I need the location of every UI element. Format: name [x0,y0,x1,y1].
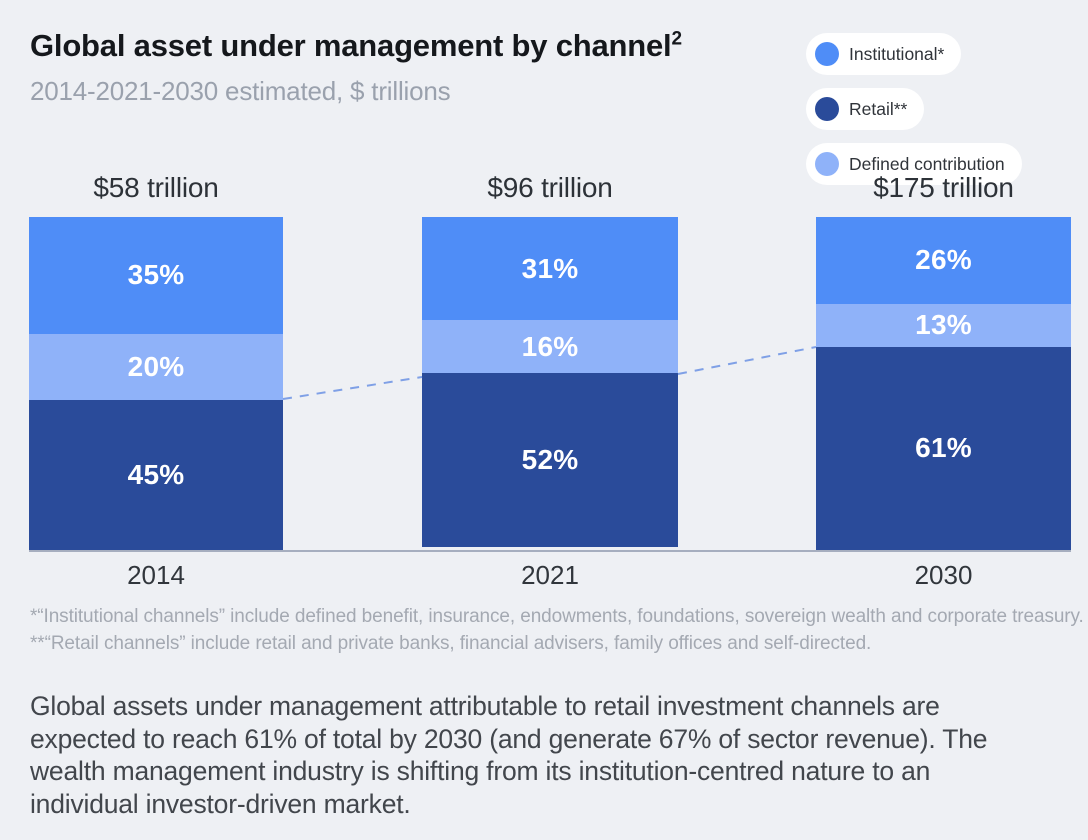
x-axis-label-2014: 2014 [127,560,185,590]
page-subtitle: 2014-2021-2030 estimated, $ trillions [30,76,451,106]
bar-total-2014: $58 trillion [93,172,219,203]
summary-paragraph: Global assets under management attributa… [30,691,988,819]
legend-dot-retail-icon [815,97,839,121]
segment-retail: 61% [816,346,1071,550]
trend-connector-line [282,376,423,400]
trend-connector-line [677,346,817,375]
segment-value-label: 52% [521,444,579,476]
chart-legend: Institutional* Retail** Defined contribu… [806,33,1088,185]
segment-value-label: 45% [127,459,185,491]
segment-institutional: 26% [816,217,1071,304]
stacked-bar-2014: 35% 20% 45% [29,217,283,550]
segment-value-label: 20% [127,350,185,382]
footnote-institutional: *“Institutional channels” include define… [30,606,1084,627]
segment-value-label: 16% [521,330,579,362]
segment-value-label: 13% [915,309,972,341]
stacked-bar-2030: 26% 13% 61% [816,217,1071,550]
segment-institutional: 31% [422,217,678,321]
x-axis-label-2021: 2021 [521,560,579,590]
segment-defined-contribution: 16% [422,320,678,374]
segment-value-label: 35% [127,259,185,291]
page-title: Global asset under management by channel… [30,28,682,63]
segment-value-label: 61% [915,432,972,464]
legend-dot-defined-contribution-icon [815,152,839,176]
x-axis-baseline [29,550,1071,552]
legend-label: Institutional* [849,43,945,64]
x-axis-label-2030: 2030 [914,560,973,590]
legend-item-retail: Retail** [806,88,925,130]
footnote-retail: **“Retail channels” include retail and p… [30,633,872,654]
segment-value-label: 31% [521,252,579,284]
segment-retail: 45% [29,400,283,550]
segment-institutional: 35% [29,217,283,334]
bar-total-2021: $96 trillion [487,172,613,203]
legend-dot-institutional-icon [815,42,839,66]
segment-retail: 52% [422,373,678,547]
segment-defined-contribution: 20% [29,333,283,401]
legend-item-defined-contribution: Defined contribution [806,143,1022,185]
legend-item-institutional: Institutional* [806,33,962,75]
stacked-bar-2021: 31% 16% 52% [422,217,678,550]
footnotes: *“Institutional channels” include define… [30,603,1084,657]
bar-total-2030: $175 trillion [873,172,1014,203]
segment-defined-contribution: 13% [816,303,1071,347]
legend-label: Retail** [849,98,908,119]
title-footnote-marker: 2 [671,28,682,50]
legend-label: Defined contribution [849,153,1005,174]
segment-value-label: 26% [915,244,972,276]
